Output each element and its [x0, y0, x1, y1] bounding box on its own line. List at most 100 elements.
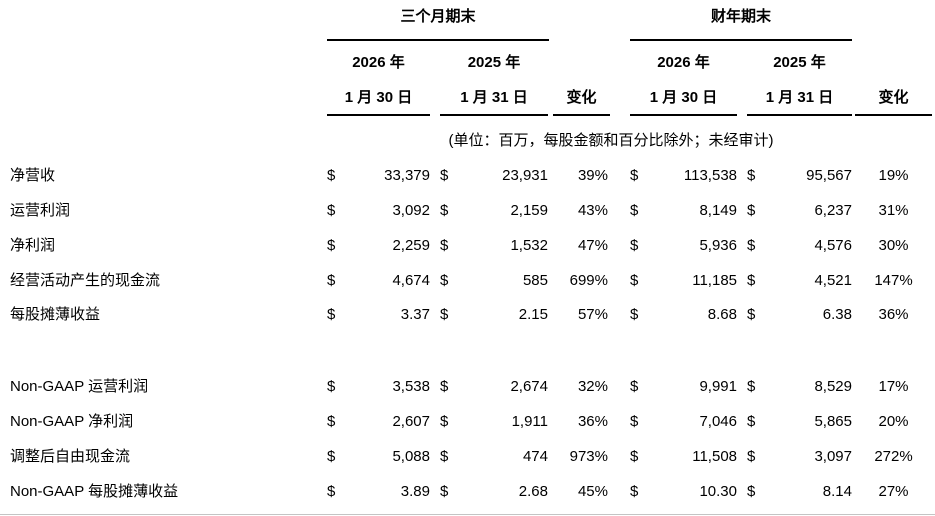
cell-fy2025: $5,865: [747, 404, 852, 439]
table-row: 净利润 $2,259 $1,532 47% $5,936 $4,576 30%: [0, 228, 935, 263]
cell-q-change: 47%: [577, 237, 608, 254]
cell-value: 474: [522, 448, 548, 465]
fiscal-2026-year-header: 2026 年: [657, 54, 710, 71]
cell-q2025: $23,931: [440, 158, 548, 193]
cell-fy-change: 19%: [878, 167, 909, 184]
row-label: Non-GAAP 净利润: [10, 413, 134, 430]
fiscal-2026-date-header: 1 月 30 日: [649, 89, 718, 106]
cell-q-change: 36%: [577, 413, 608, 430]
cell-value: 5,865: [814, 413, 852, 430]
cell-value: 4,576: [814, 237, 852, 254]
fiscal-2025-year-header: 2025 年: [773, 54, 826, 71]
dollar-sign: $: [630, 448, 639, 465]
cell-value: 7,046: [699, 413, 737, 430]
col-underline-fychange: [855, 114, 932, 116]
cell-value: 2.15: [518, 306, 548, 323]
dollar-sign: $: [630, 237, 639, 254]
cell-fy2025: $4,521: [747, 263, 852, 298]
cell-value: 9,991: [699, 378, 737, 395]
dollar-sign: $: [630, 202, 639, 219]
cell-value: 5,936: [699, 237, 737, 254]
quarter-change-header: 变化: [566, 89, 597, 106]
cell-fy-change: 30%: [878, 237, 909, 254]
row-label: 运营利润: [10, 202, 71, 219]
dollar-sign: $: [440, 272, 449, 289]
cell-fy2026: $11,185: [630, 263, 737, 298]
row-label: 净营收: [10, 167, 56, 184]
row-label: 每股摊薄收益: [10, 306, 101, 323]
cell-value: 1,532: [510, 237, 548, 254]
quarter-group-title: 三个月期末: [400, 8, 476, 25]
cell-value: 1,911: [511, 413, 548, 430]
fiscal-group-underline: [630, 39, 852, 41]
cell-fy2025: $6.38: [747, 297, 852, 332]
cell-value: 2.68: [518, 483, 548, 500]
dollar-sign: $: [327, 237, 336, 254]
cell-value: 585: [522, 272, 548, 289]
cell-fy-change: 20%: [878, 413, 909, 430]
cell-q2025: $585: [440, 263, 548, 298]
cell-fy2025: $3,097: [747, 439, 852, 474]
table-row: Non-GAAP 运营利润 $3,538 $2,674 32% $9,991 $…: [0, 369, 935, 404]
dollar-sign: $: [630, 378, 639, 395]
col-underline-q2026: [327, 114, 430, 116]
cell-fy-change: 36%: [878, 306, 909, 323]
dollar-sign: $: [440, 378, 449, 395]
dollar-sign: $: [327, 202, 336, 219]
quarter-group-underline: [327, 39, 549, 41]
cell-value: 3,097: [814, 448, 852, 465]
cell-fy2025: $8.14: [747, 474, 852, 509]
cell-q2026: $2,607: [327, 404, 430, 439]
cell-fy2026: $7,046: [630, 404, 737, 439]
cell-fy-change: 272%: [874, 448, 913, 465]
cell-q-change: 57%: [577, 306, 608, 323]
cell-fy2026: $113,538: [630, 158, 737, 193]
cell-value: 6,237: [814, 202, 852, 219]
dollar-sign: $: [327, 167, 336, 184]
cell-value: 95,567: [806, 167, 852, 184]
dollar-sign: $: [440, 306, 449, 323]
cell-value: 33,379: [384, 167, 430, 184]
quarter-2025-year-header: 2025 年: [467, 54, 521, 71]
cell-fy2026: $8.68: [630, 297, 737, 332]
fiscal-group-title: 财年期末: [710, 8, 771, 25]
cell-fy2026: $10.30: [630, 474, 737, 509]
dollar-sign: $: [630, 483, 639, 500]
dollar-sign: $: [327, 413, 336, 430]
cell-value: 8.14: [822, 483, 852, 500]
cell-q2026: $3.37: [327, 297, 430, 332]
bottom-divider: [0, 514, 935, 515]
cell-q2026: $3,092: [327, 193, 430, 228]
dollar-sign: $: [327, 272, 336, 289]
cell-value: 2,674: [510, 378, 548, 395]
dollar-sign: $: [630, 272, 639, 289]
cell-q2026: $3.89: [327, 474, 430, 509]
dollar-sign: $: [440, 483, 449, 500]
cell-q2025: $1,532: [440, 228, 548, 263]
dollar-sign: $: [327, 483, 336, 500]
fiscal-2025-date-header: 1 月 31 日: [765, 89, 834, 106]
cell-fy-change: 27%: [878, 483, 909, 500]
cell-value: 5,088: [392, 448, 430, 465]
quarter-2026-date-header: 1 月 30 日: [344, 89, 413, 106]
cell-fy2025: $4,576: [747, 228, 852, 263]
dollar-sign: $: [440, 413, 449, 430]
cell-fy2026: $9,991: [630, 369, 737, 404]
table-row: Non-GAAP 每股摊薄收益 $3.89 $2.68 45% $10.30 $…: [0, 474, 935, 509]
cell-fy2026: $8,149: [630, 193, 737, 228]
table-row: 每股摊薄收益 $3.37 $2.15 57% $8.68 $6.38 36%: [0, 297, 935, 332]
cell-value: 2,159: [510, 202, 548, 219]
dollar-sign: $: [327, 306, 336, 323]
table-row: 净营收 $33,379 $23,931 39% $113,538 $95,567…: [0, 158, 935, 193]
cell-fy-change: 31%: [878, 202, 909, 219]
cell-value: 3.89: [400, 483, 430, 500]
quarter-2026-year-header: 2026 年: [352, 54, 405, 71]
cell-q2026: $3,538: [327, 369, 430, 404]
cell-value: 2,607: [392, 413, 430, 430]
cell-q2025: $2,159: [440, 193, 548, 228]
cell-fy-change: 17%: [878, 378, 909, 395]
cell-fy2025: $95,567: [747, 158, 852, 193]
cell-q2025: $474: [440, 439, 548, 474]
dollar-sign: $: [440, 167, 449, 184]
